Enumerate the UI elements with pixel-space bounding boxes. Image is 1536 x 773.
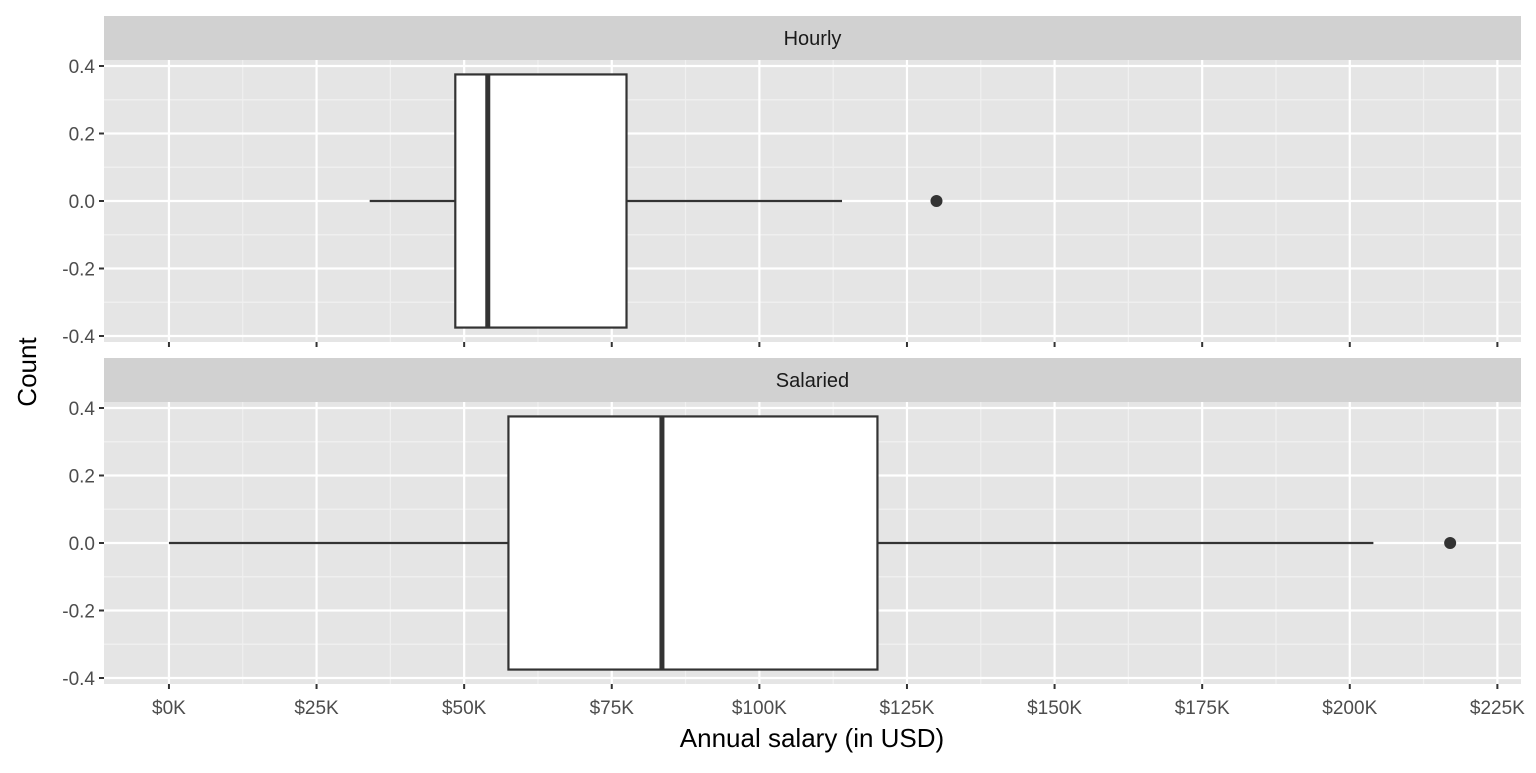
facet-strip	[104, 358, 1521, 402]
y-tick-label: -0.4	[62, 669, 95, 690]
y-tick-label: 0.0	[69, 534, 95, 555]
x-tick-label: $50K	[442, 698, 487, 719]
facet-strip	[104, 16, 1521, 60]
panel-salaried: Salaried -0.4 -0.2 0.0 0.2 0.4	[62, 358, 1521, 690]
y-tick-label: 0.2	[69, 467, 95, 488]
box	[507, 415, 879, 671]
x-tick-label: $200K	[1322, 698, 1377, 719]
x-axis: $0K $25K $50K $75K $100K $125K $150K $175K $200K…	[152, 698, 1525, 719]
panels-layer: Hourly -0.4 -0.2 0.0 0.2 0.4 Salaried -0.4 -0.2 0…	[62, 16, 1525, 719]
x-tick-label: $175K	[1175, 698, 1230, 719]
y-tick-label: -0.2	[62, 602, 95, 623]
box	[454, 73, 628, 329]
y-tick-label: -0.4	[62, 327, 95, 348]
facet-label: Hourly	[784, 28, 842, 50]
y-tick-label: 0.4	[69, 399, 96, 420]
x-tick-label: $25K	[294, 698, 339, 719]
outlier-point	[930, 195, 943, 207]
x-tick-label: $100K	[732, 698, 787, 719]
x-tick-label: $125K	[879, 698, 934, 719]
y-tick-label: -0.2	[62, 260, 95, 281]
panel-hourly: Hourly -0.4 -0.2 0.0 0.2 0.4	[62, 16, 1521, 348]
x-tick-label: $150K	[1027, 698, 1082, 719]
facet-label: Salaried	[776, 370, 849, 392]
y-tick-label: 0.0	[69, 192, 95, 213]
x-axis-label: Annual salary (in USD)	[680, 723, 944, 753]
y-axis-label: Count	[12, 337, 42, 407]
x-tick-label: $75K	[590, 698, 635, 719]
x-tick-label: $0K	[152, 698, 186, 719]
y-tick-label: 0.2	[69, 125, 95, 146]
x-tick-label: $225K	[1470, 698, 1525, 719]
outlier-point	[1444, 537, 1457, 549]
y-tick-label: 0.4	[69, 57, 96, 78]
